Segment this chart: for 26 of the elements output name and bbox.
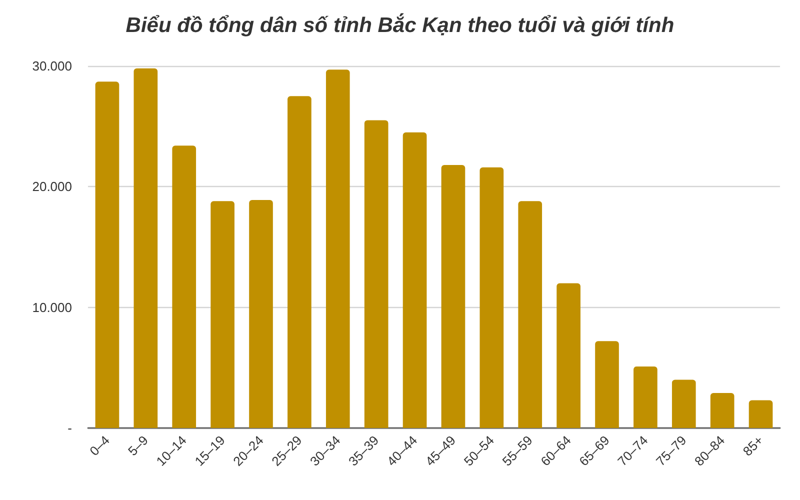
x-tick-label: 85+ xyxy=(740,432,766,459)
chart-title: Biểu đồ tổng dân số tỉnh Bắc Kạn theo tuổi và giới tính xyxy=(126,13,674,37)
bar xyxy=(441,164,466,428)
bar xyxy=(249,200,273,428)
bar xyxy=(672,380,696,428)
bar xyxy=(748,400,773,428)
x-tick-label: 0–4 xyxy=(86,432,113,459)
y-tick-label: - xyxy=(68,420,72,436)
bar xyxy=(710,393,734,428)
bar xyxy=(518,201,542,428)
bar xyxy=(480,167,504,428)
bar xyxy=(556,283,580,428)
bar xyxy=(402,132,427,428)
bar xyxy=(288,96,312,428)
bar xyxy=(634,366,658,428)
bar xyxy=(210,201,234,428)
bar xyxy=(364,120,388,428)
y-tick-label: 20.000 xyxy=(32,179,72,194)
y-tick-label: 10.000 xyxy=(32,300,72,315)
y-tick-label: 30.000 xyxy=(32,58,72,74)
bar xyxy=(95,82,120,428)
bar xyxy=(134,68,158,428)
bar xyxy=(595,341,619,428)
x-tick-label: 5–9 xyxy=(125,432,151,459)
bar xyxy=(326,70,350,428)
bar xyxy=(172,146,196,428)
